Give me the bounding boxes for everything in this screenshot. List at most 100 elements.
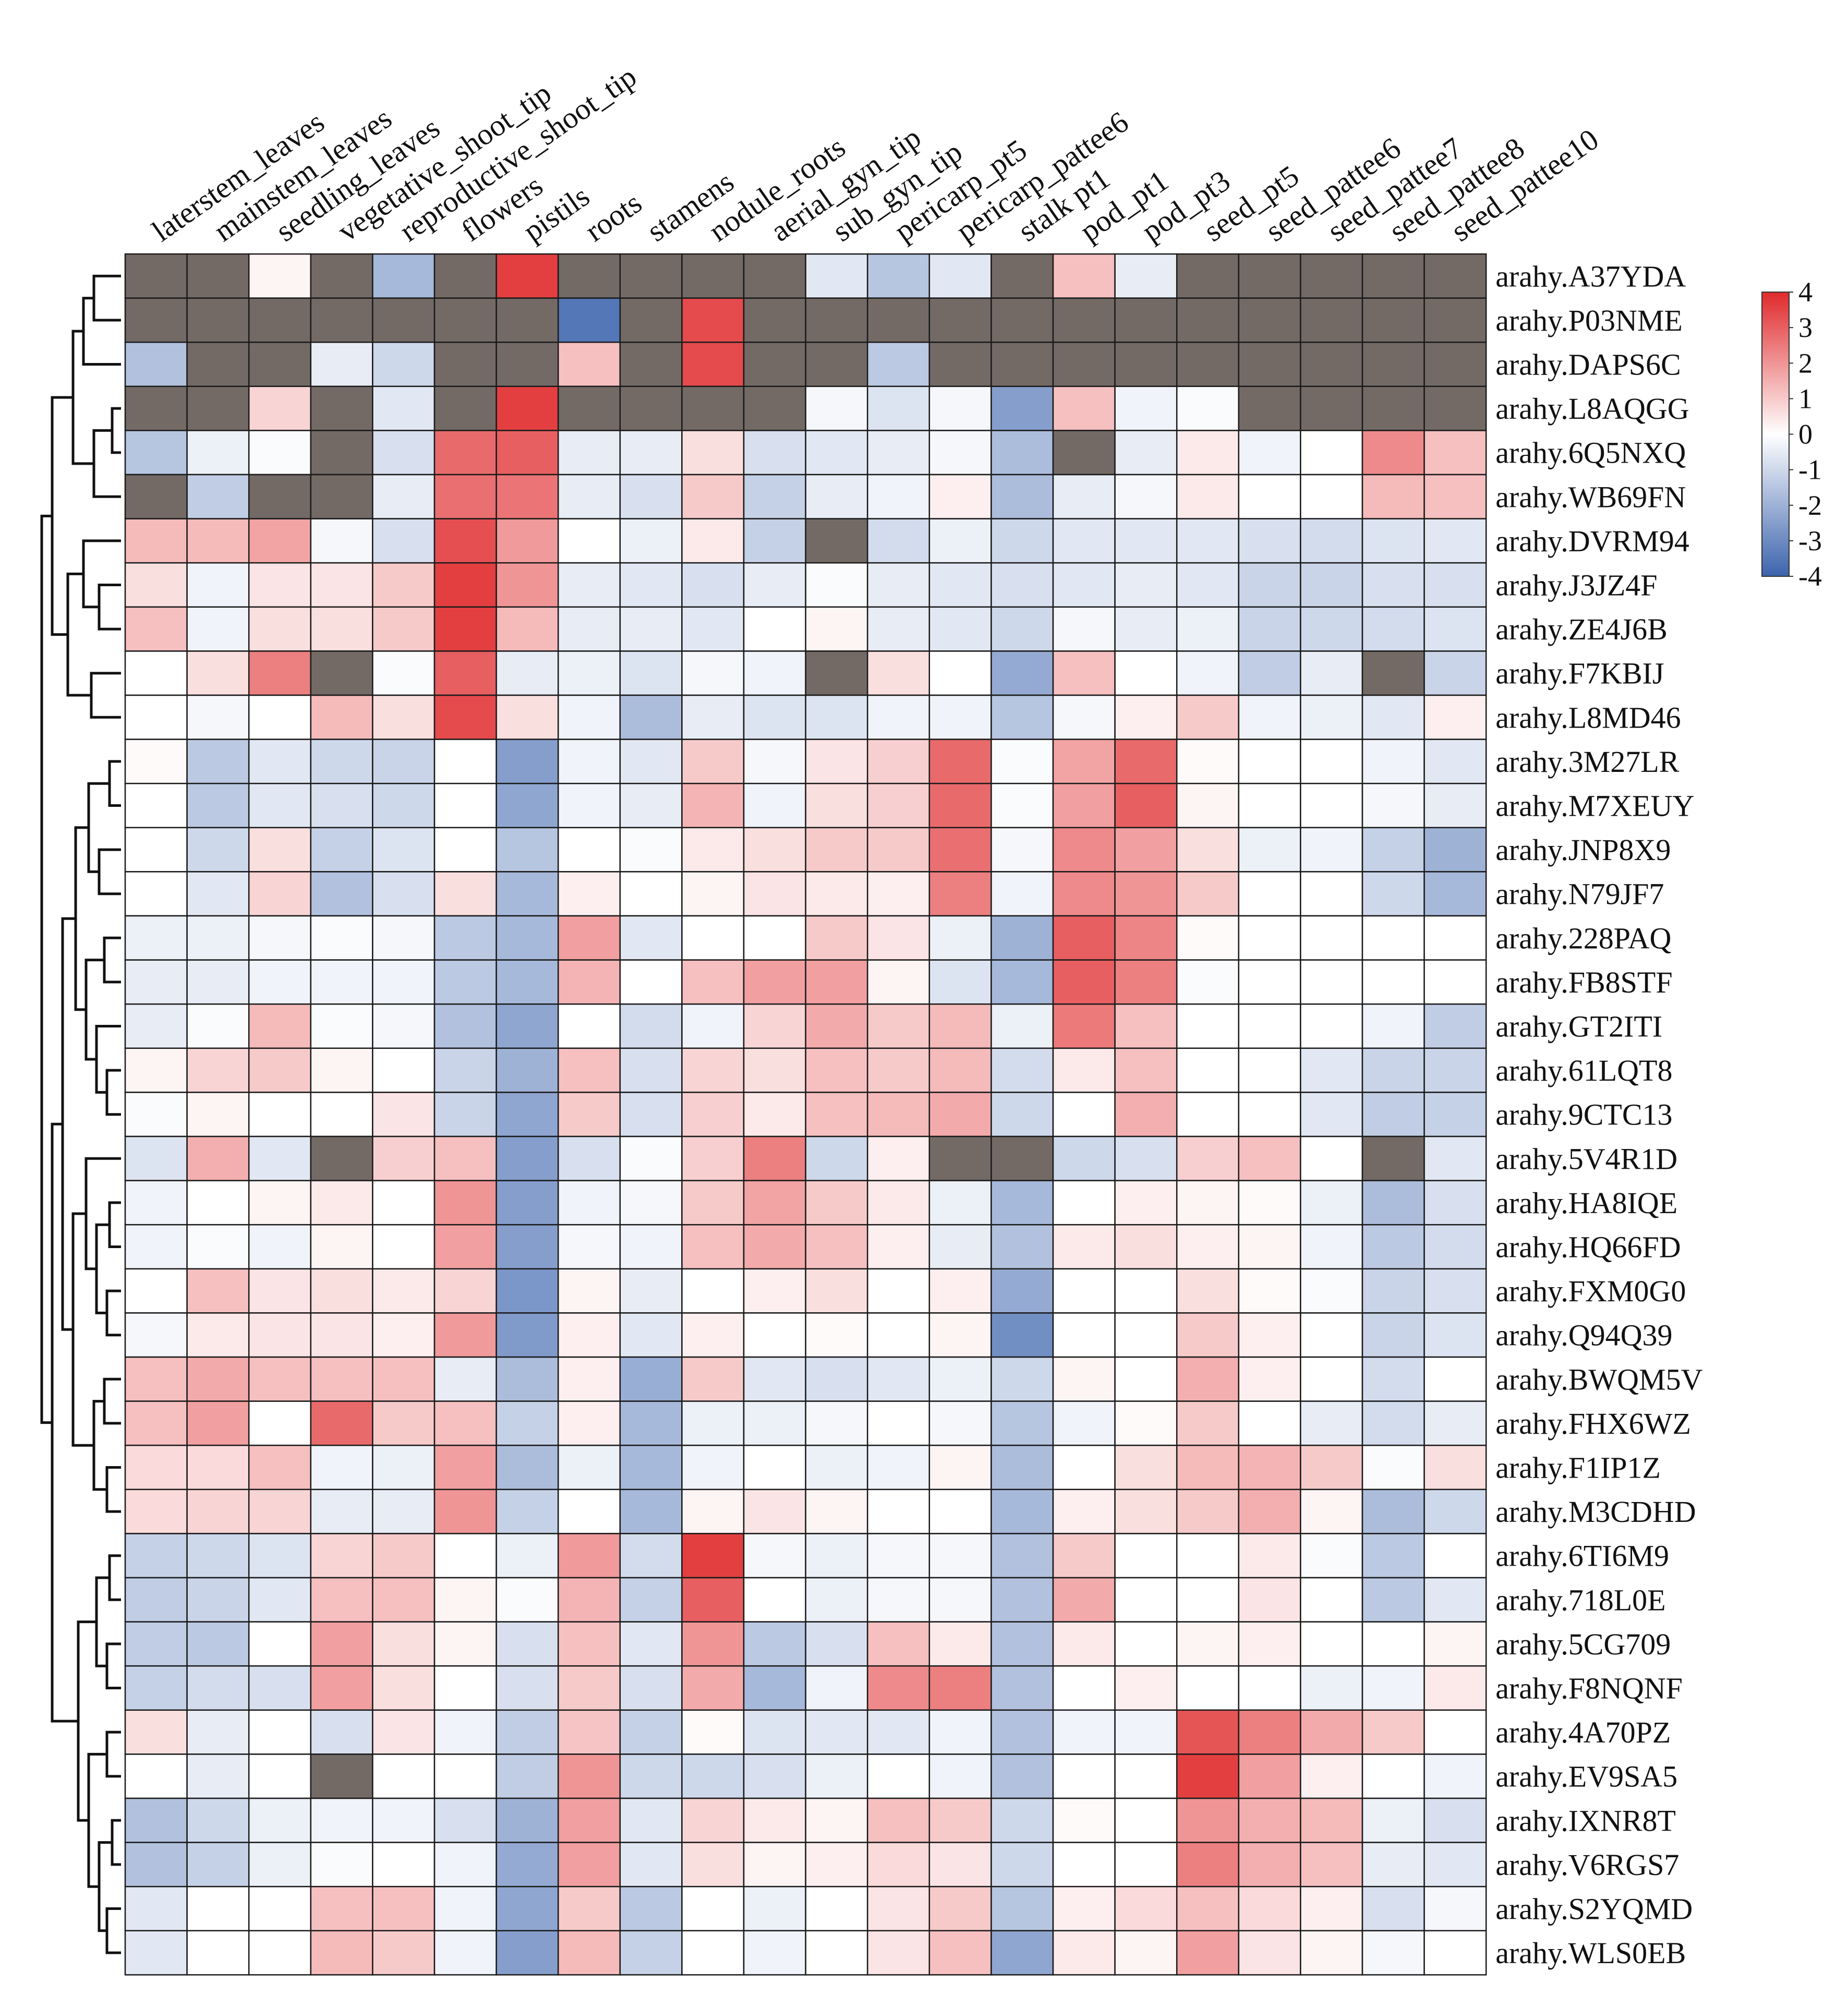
heatmap-cell bbox=[433, 1003, 497, 1049]
heatmap-cell bbox=[619, 1400, 683, 1446]
heatmap-cell bbox=[1052, 562, 1116, 608]
heatmap-cell bbox=[1300, 1753, 1363, 1799]
heatmap-cell bbox=[496, 1753, 559, 1799]
heatmap-cell bbox=[557, 1444, 621, 1491]
heatmap-cell bbox=[1238, 1797, 1301, 1843]
heatmap-cell bbox=[186, 871, 250, 917]
heatmap-cell bbox=[1238, 1312, 1301, 1358]
heatmap-cell bbox=[124, 1577, 188, 1623]
heatmap-cell bbox=[1238, 562, 1301, 608]
row-label: arahy.6Q5NXQ bbox=[1495, 436, 1686, 470]
heatmap-cell bbox=[928, 430, 992, 476]
heatmap-cell bbox=[310, 1489, 373, 1534]
heatmap-cell bbox=[496, 562, 559, 608]
heatmap-cell bbox=[991, 606, 1054, 652]
heatmap-cell bbox=[433, 739, 497, 784]
heatmap-cell bbox=[433, 1356, 497, 1402]
heatmap-cell bbox=[743, 739, 806, 784]
heatmap-cell bbox=[310, 1665, 373, 1711]
heatmap-cell bbox=[372, 1797, 436, 1843]
heatmap-cell bbox=[619, 474, 683, 519]
heatmap-cell bbox=[557, 1092, 621, 1138]
heatmap-cell bbox=[557, 694, 621, 740]
heatmap-cell bbox=[1361, 1003, 1425, 1049]
heatmap-cell bbox=[1300, 1356, 1363, 1402]
heatmap-cell bbox=[991, 1885, 1054, 1932]
heatmap-cell bbox=[681, 827, 745, 873]
heatmap-cell bbox=[248, 253, 312, 299]
heatmap-cell bbox=[619, 959, 683, 1005]
heatmap-cell bbox=[1361, 518, 1425, 564]
heatmap-cell bbox=[1238, 1842, 1301, 1888]
heatmap-cell bbox=[1300, 1709, 1363, 1755]
heatmap-cell bbox=[124, 606, 188, 652]
heatmap-cell bbox=[1361, 827, 1425, 873]
heatmap-cell bbox=[496, 959, 559, 1005]
heatmap-cell bbox=[743, 1224, 806, 1270]
heatmap-cell bbox=[1052, 782, 1116, 829]
heatmap-cell bbox=[1300, 871, 1363, 917]
heatmap-cell bbox=[805, 518, 868, 564]
heatmap-cell bbox=[1176, 606, 1240, 652]
heatmap-cell bbox=[496, 915, 559, 961]
heatmap-cell bbox=[681, 1842, 745, 1888]
heatmap-cell bbox=[1361, 650, 1425, 696]
heatmap-cell bbox=[805, 1444, 868, 1491]
heatmap-cell bbox=[1114, 871, 1178, 917]
heatmap-cell bbox=[619, 1797, 683, 1843]
heatmap-cell bbox=[1361, 1444, 1425, 1491]
heatmap-cell bbox=[557, 1003, 621, 1049]
heatmap-cell bbox=[1300, 562, 1363, 608]
heatmap-cell bbox=[496, 341, 559, 388]
heatmap-cell bbox=[991, 474, 1054, 519]
heatmap-cell bbox=[496, 871, 559, 917]
heatmap-cell bbox=[619, 341, 683, 388]
heatmap-cell bbox=[1361, 1753, 1425, 1799]
heatmap-cell bbox=[1176, 341, 1240, 388]
heatmap-cell bbox=[743, 562, 806, 608]
heatmap-cell bbox=[1361, 1400, 1425, 1446]
heatmap-cell bbox=[186, 1533, 250, 1579]
heatmap-cell bbox=[557, 827, 621, 873]
heatmap-cell bbox=[1423, 1444, 1487, 1491]
heatmap-cell bbox=[866, 1709, 931, 1755]
heatmap-cell bbox=[433, 1444, 497, 1491]
heatmap-cell bbox=[557, 871, 621, 917]
heatmap-cell bbox=[681, 1312, 745, 1358]
heatmap-cell bbox=[1176, 1047, 1240, 1093]
heatmap-cell bbox=[557, 915, 621, 961]
heatmap-cell bbox=[743, 871, 806, 917]
heatmap-cell bbox=[743, 1400, 806, 1446]
heatmap-cell bbox=[557, 1400, 621, 1446]
heatmap-cell bbox=[557, 606, 621, 652]
heatmap-cell bbox=[1423, 1489, 1487, 1534]
legend-colorbar bbox=[1761, 292, 1790, 577]
heatmap-cell bbox=[805, 1533, 868, 1579]
heatmap-cell bbox=[557, 1533, 621, 1579]
heatmap-cell bbox=[1114, 739, 1178, 784]
heatmap-cell bbox=[928, 1621, 992, 1667]
heatmap-cell bbox=[1300, 606, 1363, 652]
heatmap-cell bbox=[1423, 871, 1487, 917]
heatmap-cell bbox=[991, 253, 1054, 299]
heatmap-cell bbox=[1361, 385, 1425, 431]
heatmap-cell bbox=[496, 1709, 559, 1755]
heatmap-cell bbox=[496, 1400, 559, 1446]
heatmap-cell bbox=[743, 1003, 806, 1049]
dendrogram-branch bbox=[92, 429, 121, 498]
heatmap-cell bbox=[310, 650, 373, 696]
heatmap-cell bbox=[619, 1930, 683, 1976]
heatmap-cell bbox=[557, 562, 621, 608]
dendrogram-branch bbox=[71, 1212, 94, 1447]
heatmap-cell bbox=[496, 1665, 559, 1711]
heatmap-cell bbox=[557, 430, 621, 476]
heatmap-cell bbox=[681, 606, 745, 652]
heatmap-cell bbox=[928, 871, 992, 917]
row-labels: arahy.A37YDA arahy.P03NME arahy.DAPS6C arah… bbox=[1495, 259, 1702, 1970]
heatmap-cell bbox=[619, 1621, 683, 1667]
heatmap-cell bbox=[496, 650, 559, 696]
heatmap-cell bbox=[1423, 782, 1487, 829]
heatmap-cell bbox=[310, 430, 373, 476]
heatmap-cell bbox=[557, 1842, 621, 1888]
heatmap-cell bbox=[928, 606, 992, 652]
